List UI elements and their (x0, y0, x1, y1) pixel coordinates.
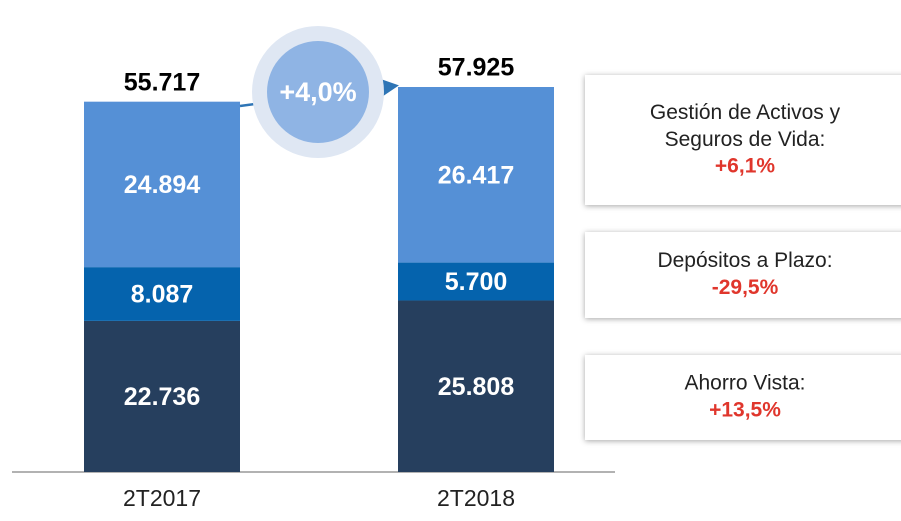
bar-segment (398, 300, 554, 472)
bar-segment (398, 87, 554, 263)
legend-name: Gestión de Activos y Seguros de Vida: (650, 101, 841, 151)
legend-box (585, 75, 901, 205)
bar-segment (398, 262, 554, 301)
value-label: 8.087 (131, 281, 194, 309)
growth-label: +4,0% (279, 77, 356, 107)
value-label: 26.417 (438, 161, 514, 189)
legend-name: Ahorro Vista: (684, 372, 805, 395)
legend-name-line: Gestión de Activos y (650, 101, 841, 124)
value-label: 25.808 (438, 373, 515, 401)
legend-name: Depósitos a Plazo: (657, 249, 832, 272)
legend-change: +13,5% (709, 399, 781, 422)
x-tick-label: 2T2018 (437, 485, 515, 511)
total-label: 57.925 (438, 54, 515, 82)
value-label: 22.736 (124, 383, 200, 411)
bar-segment (84, 267, 240, 321)
legend-change: -29,5% (712, 276, 779, 299)
legend-box (585, 355, 901, 440)
growth-circle (267, 41, 369, 143)
legend-change: +6,1% (715, 155, 775, 178)
value-label: 5.700 (445, 268, 508, 296)
legend-box (585, 232, 901, 318)
legend-name-line: Seguros de Vida: (665, 128, 826, 151)
value-label: 24.894 (124, 171, 201, 199)
total-label: 55.717 (124, 68, 200, 96)
bar-segment (84, 320, 240, 472)
bar-segment (84, 101, 240, 268)
x-tick-label: 2T2017 (123, 485, 201, 511)
